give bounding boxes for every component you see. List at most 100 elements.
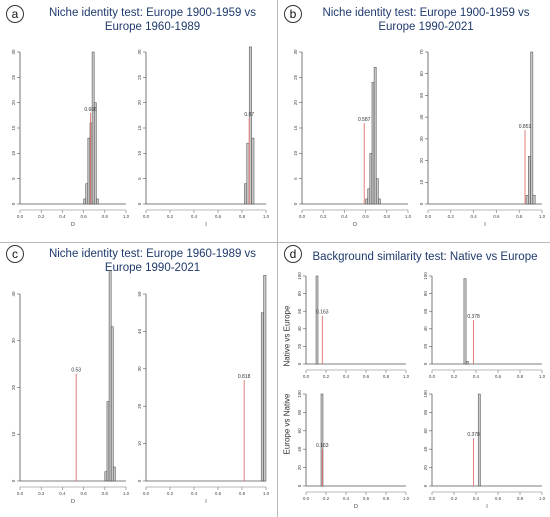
y-tick-label: 60 <box>419 71 424 77</box>
y-tick-label: 20 <box>297 343 302 349</box>
x-axis-label: D <box>71 222 75 228</box>
y-tick-label: 25 <box>293 74 298 80</box>
histogram-bar <box>375 178 379 205</box>
y-tick-label: 80 <box>423 291 428 297</box>
histogram-bar <box>367 188 371 205</box>
y-tick-label: 30 <box>11 338 16 344</box>
panel-b-label: b <box>284 5 302 23</box>
y-tick-label: 25 <box>11 74 16 80</box>
x-tick-label: 0.4 <box>343 374 350 379</box>
observed-value-label: 0.851 <box>519 124 532 130</box>
x-tick-label: 0.6 <box>493 214 500 219</box>
y-tick-label: 60 <box>423 428 428 434</box>
y-tick-label: 40 <box>11 291 16 297</box>
x-axis-label: D <box>353 222 357 228</box>
y-tick-label: 10 <box>137 150 142 156</box>
y-tick-label: 20 <box>11 385 16 391</box>
x-tick-label: 0.6 <box>495 374 502 379</box>
histogram-bar <box>365 198 368 205</box>
x-tick-label: 0.2 <box>167 491 174 496</box>
y-tick-label: 70 <box>419 49 424 55</box>
x-tick-label: 0.6 <box>80 214 87 219</box>
x-tick-label: 0.2 <box>323 496 330 501</box>
histogram-bar <box>369 153 373 205</box>
histogram-c-I: 0 10 20 30 40 50 0.0 0.2 0.4 0.6 0.8 1.0 0.818 I <box>137 275 270 505</box>
x-axis-label: I <box>486 504 488 510</box>
histogram-bar <box>263 275 267 482</box>
x-tick-label: 0.6 <box>215 214 222 219</box>
x-axis-label: D <box>71 499 75 505</box>
y-tick-label: 10 <box>293 150 298 156</box>
y-tick-label: 15 <box>137 125 142 131</box>
y-tick-label: 100 <box>423 390 428 398</box>
histogram-bar <box>251 137 255 205</box>
histogram-bar <box>465 361 469 365</box>
panel-a-label: a <box>6 5 24 23</box>
x-tick-label: 0.4 <box>191 214 198 219</box>
x-tick-label: 0.0 <box>17 214 24 219</box>
x-tick-label: 0.0 <box>299 214 306 219</box>
y-tick-label: 20 <box>297 465 302 471</box>
x-tick-label: 1.0 <box>263 214 270 219</box>
x-tick-label: 0.2 <box>448 214 455 219</box>
x-tick-label: 0.2 <box>38 491 45 496</box>
histogram-bar <box>83 198 86 205</box>
x-tick-label: 0.8 <box>239 214 246 219</box>
panel-d-title: Background similarity test: Native vs Eu… <box>312 251 538 263</box>
x-tick-label: 1.0 <box>539 214 546 219</box>
y-tick-label: 50 <box>419 92 424 98</box>
histogram-bar <box>477 393 481 487</box>
y-tick-label: 5 <box>293 177 298 180</box>
histogram-bar <box>315 275 319 365</box>
x-tick-label: 0.6 <box>363 496 370 501</box>
x-tick-label: 1.0 <box>123 214 130 219</box>
x-tick-label: 0.0 <box>429 374 436 379</box>
histogram-d-top-D: 0 20 40 60 80 100 0.0 0.2 0.4 0.6 0.8 1.0 0.163 <box>297 272 410 379</box>
x-tick-label: 0.6 <box>215 491 222 496</box>
x-tick-label: 0.8 <box>102 214 109 219</box>
y-tick-label: 80 <box>297 291 302 297</box>
y-tick-label: 0 <box>11 202 16 205</box>
histogram-bar <box>373 66 377 205</box>
histogram-d-top-I: 0 20 40 60 80 100 0.0 0.2 0.4 0.6 0.8 1.0 0.378 <box>423 272 546 379</box>
x-axis-label: I <box>484 222 486 228</box>
observed-value-label: 0.163 <box>316 310 329 316</box>
x-tick-label: 0.4 <box>470 214 477 219</box>
histogram-bar <box>371 82 375 205</box>
vertical-divider <box>277 0 278 517</box>
observed-value-label: 0.587 <box>358 117 371 123</box>
y-tick-label: 40 <box>297 326 302 332</box>
x-tick-label: 0.4 <box>473 374 480 379</box>
observed-value-label: 0.666 <box>84 107 97 113</box>
observed-value-label: 0.378 <box>467 314 480 320</box>
histogram-bar <box>260 312 264 482</box>
histogram-bar <box>87 137 91 205</box>
x-tick-label: 0.8 <box>517 496 524 501</box>
x-tick-label: 0.6 <box>363 374 370 379</box>
x-tick-label: 0.8 <box>239 491 246 496</box>
x-tick-label: 0.2 <box>320 214 327 219</box>
panel-b-title: Niche identity test: Europe 1900-1959 vs… <box>322 7 530 33</box>
y-tick-label: 20 <box>137 100 142 106</box>
y-tick-label: 30 <box>137 49 142 55</box>
histogram-bar <box>108 270 112 482</box>
x-tick-label: 0.8 <box>102 491 109 496</box>
y-tick-label: 0 <box>423 362 428 365</box>
y-tick-label: 0 <box>137 202 142 205</box>
panel-a-title: Niche identity test: Europe 1900-1959 vs… <box>48 7 257 33</box>
y-tick-label: 10 <box>11 431 16 437</box>
x-tick-label: 0.0 <box>303 496 310 501</box>
x-tick-label: 1.0 <box>403 496 410 501</box>
y-tick-label: 30 <box>11 49 16 55</box>
y-tick-label: 40 <box>423 326 428 332</box>
y-tick-label: 20 <box>423 343 428 349</box>
x-tick-label: 0.8 <box>383 496 390 501</box>
y-tick-label: 10 <box>11 150 16 156</box>
histogram-bar <box>378 198 381 205</box>
y-tick-label: 60 <box>297 308 302 314</box>
y-tick-label: 15 <box>293 125 298 131</box>
y-tick-label: 50 <box>137 291 142 297</box>
histogram-bar <box>532 195 536 205</box>
x-axis-label: I <box>205 222 207 228</box>
y-tick-label: 20 <box>293 100 298 106</box>
